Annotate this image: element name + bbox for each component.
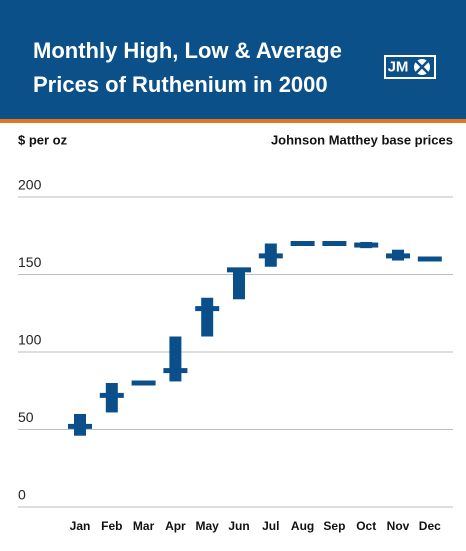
average-mark — [227, 267, 251, 273]
x-tick-label: Oct — [356, 519, 376, 533]
source-note: Johnson Matthey base prices — [271, 132, 453, 147]
y-tick-label: 200 — [18, 177, 42, 193]
average-mark — [68, 423, 92, 429]
x-tick-label: Feb — [101, 519, 122, 533]
x-tick-label: Sep — [323, 519, 345, 533]
x-tick-label: Nov — [387, 519, 410, 533]
x-tick-label: Apr — [165, 519, 186, 533]
average-mark — [258, 253, 283, 259]
y-axis-label: $ per oz — [18, 132, 68, 147]
average-mark — [131, 380, 156, 386]
average-mark — [386, 253, 410, 259]
y-tick-label: 150 — [18, 254, 42, 270]
x-tick-label: Mar — [133, 519, 155, 533]
average-mark — [290, 241, 315, 246]
chart-title: Prices of Ruthenium in 2000 — [33, 72, 328, 97]
x-tick-label: May — [196, 519, 220, 533]
x-tick-label: Jul — [262, 519, 279, 533]
average-mark — [417, 256, 442, 262]
y-tick-label: 50 — [18, 409, 34, 425]
y-tick-label: 100 — [18, 332, 42, 348]
logo-icon-mark — [415, 60, 429, 74]
range-bar — [201, 297, 214, 337]
header-rule — [0, 119, 466, 123]
x-tick-label: Aug — [291, 519, 314, 533]
average-mark — [354, 242, 379, 248]
logo: JM — [384, 55, 436, 79]
average-mark — [322, 241, 347, 246]
chart-title: Monthly High, Low & Average — [33, 38, 342, 63]
average-mark — [99, 392, 124, 398]
average-mark — [195, 306, 220, 312]
x-tick-label: Jun — [228, 519, 249, 533]
logo-text: JM — [388, 58, 409, 75]
average-mark — [163, 368, 188, 374]
y-tick-label: 0 — [18, 487, 26, 503]
x-tick-label: Dec — [419, 519, 441, 533]
range-bar — [169, 336, 182, 382]
x-tick-label: Jan — [70, 519, 91, 533]
range-bar — [233, 268, 245, 300]
